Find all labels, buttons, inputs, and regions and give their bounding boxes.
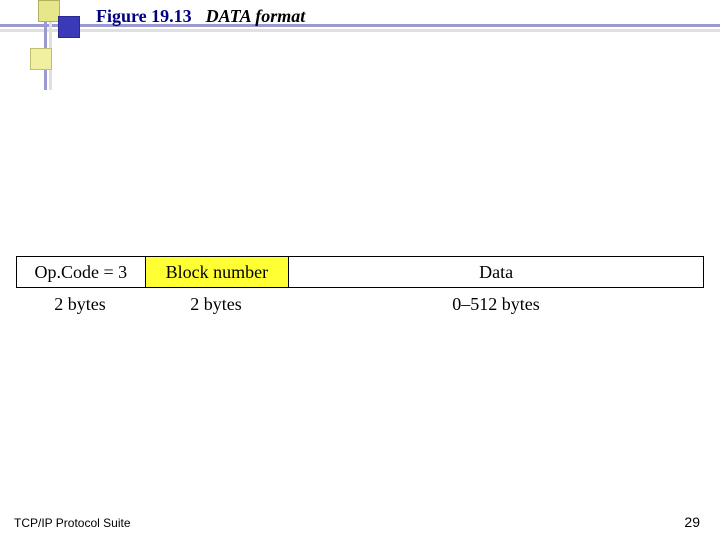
field-size-label: 2 bytes xyxy=(16,294,144,315)
figure-caption: DATA format xyxy=(206,6,306,27)
figure-number: Figure 19.13 xyxy=(96,6,192,27)
decor-square xyxy=(58,16,80,38)
fields-row: Op.Code = 3Block numberData xyxy=(16,256,704,288)
decor-square xyxy=(30,48,52,70)
decor-square xyxy=(38,0,60,22)
data-format-diagram: Op.Code = 3Block numberData 2 bytes2 byt… xyxy=(16,256,704,315)
sizes-row: 2 bytes2 bytes0–512 bytes xyxy=(16,294,704,315)
field-size-label: 2 bytes xyxy=(144,294,288,315)
field-cell: Data xyxy=(288,257,703,287)
decor-hline xyxy=(0,29,720,32)
field-cell: Block number xyxy=(145,257,289,287)
field-cell: Op.Code = 3 xyxy=(17,257,145,287)
figure-title: Figure 19.13 DATA format xyxy=(96,6,305,27)
footer-book-title: TCP/IP Protocol Suite xyxy=(14,516,131,530)
field-size-label: 0–512 bytes xyxy=(288,294,704,315)
page-number: 29 xyxy=(684,514,700,530)
slide-decor xyxy=(0,0,90,90)
